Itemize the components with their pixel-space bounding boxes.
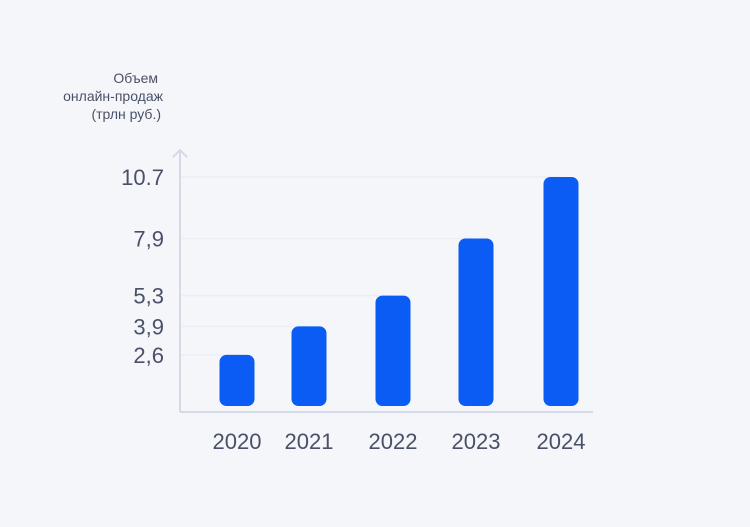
x-tick-label-2021: 2021: [285, 429, 334, 454]
y-axis-title-line-2: онлайн-продаж: [63, 88, 163, 104]
x-tick-label-2022: 2022: [369, 429, 418, 454]
gridlines: [180, 176, 561, 356]
bar-2022: [375, 295, 411, 406]
y-tick-label-2021: 3,9: [133, 314, 164, 339]
x-tick-labels: 2020 2021 2022 2023 2024: [213, 429, 586, 454]
bar-2023: [458, 238, 494, 406]
axes: [172, 148, 593, 413]
bar-2020: [219, 354, 255, 406]
y-tick-labels: 2,6 3,9 5,3 7,9 10.7: [121, 165, 164, 368]
y-axis-arrow-icon: [172, 148, 188, 158]
y-tick-label-2020: 2,6: [133, 343, 164, 368]
y-tick-label-2023: 7,9: [133, 226, 164, 251]
bar-2024: [543, 177, 579, 406]
y-axis-title: Объем онлайн-продаж (трлн руб.): [63, 70, 163, 122]
y-tick-label-2022: 5,3: [133, 284, 164, 309]
x-tick-label-2024: 2024: [537, 429, 586, 454]
bars: [219, 177, 579, 406]
x-tick-label-2020: 2020: [213, 429, 262, 454]
y-tick-label-2024: 10.7: [121, 165, 164, 190]
y-axis-title-line-1: Объем: [113, 70, 158, 86]
x-tick-label-2023: 2023: [452, 429, 501, 454]
y-axis-title-line-3: (трлн руб.): [91, 106, 161, 122]
bar-2021: [291, 326, 327, 406]
